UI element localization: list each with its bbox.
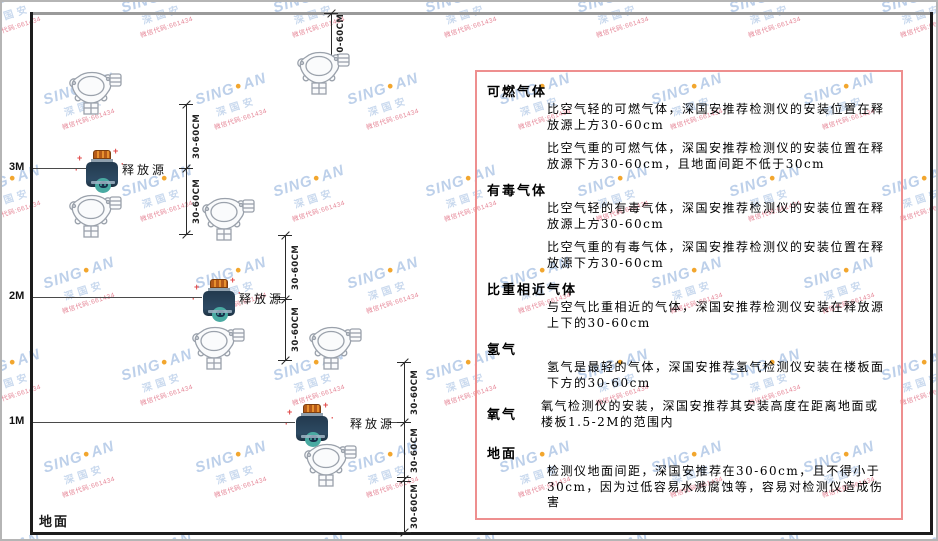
dimension-label: 30-60CM bbox=[291, 306, 301, 352]
panel-paragraph: 与空气比重相近的气体，深国安推荐检测仪安装在释放源上下的30-60cm bbox=[547, 300, 885, 330]
panel-section-heading: 氧气 bbox=[487, 408, 518, 423]
panel-section-heading: 比重相近气体 bbox=[487, 283, 578, 298]
connector-line bbox=[388, 422, 404, 423]
panel-section-heading: 有毒气体 bbox=[487, 184, 548, 199]
panel-section-heading: 地面 bbox=[487, 447, 518, 462]
panel-paragraph: 检测仪地面间距，深国安推荐在30-60cm，且不得小于30cm，因为过低容易水溅… bbox=[547, 464, 884, 509]
connector-line bbox=[272, 297, 285, 298]
release-source-label: 释放源 bbox=[239, 292, 285, 306]
ground-line bbox=[30, 532, 933, 535]
dimension-label: 30-60CM bbox=[410, 483, 420, 529]
ceiling-line bbox=[30, 12, 933, 15]
right-wall-line bbox=[930, 12, 933, 535]
panel-paragraph: 氢气是最轻的气体，深国安推荐氢气检测仪安装在楼板面下方的30-60cm bbox=[547, 360, 885, 390]
left-wall-line bbox=[30, 12, 33, 535]
panel-body: 可燃气体比空气轻的可燃气体，深国安推荐检测仪的安装位置在释放源上方30-60cm… bbox=[487, 81, 891, 511]
gas-detector-icon bbox=[190, 325, 246, 371]
panel-section: 比重相近气体与空气比重相近的气体，深国安推荐检测仪安装在释放源上下的30-60c… bbox=[487, 279, 891, 331]
panel-section: 地面检测仪地面间距，深国安推荐在30-60cm，且不得小于30cm，因为过低容易… bbox=[487, 443, 891, 511]
release-source-icon: + + · · bbox=[75, 147, 124, 193]
level-line-2m bbox=[33, 297, 202, 298]
level-line-3m bbox=[33, 168, 89, 169]
explanation-panel: 可燃气体比空气轻的可燃气体，深国安推荐检测仪的安装位置在释放源上方30-60cm… bbox=[475, 70, 903, 520]
panel-section: 可燃气体比空气轻的可燃气体，深国安推荐检测仪的安装位置在释放源上方30-60cm… bbox=[487, 81, 891, 172]
dimension-label: 30-60CM bbox=[291, 244, 301, 290]
release-source-icon: + + · · bbox=[192, 276, 241, 322]
gas-detector-icon bbox=[67, 70, 123, 116]
panel-paragraph: 比空气轻的可燃气体，深国安推荐检测仪的安装位置在释放源上方30-60cm bbox=[547, 102, 885, 132]
gas-detector-icon bbox=[295, 50, 351, 96]
release-source-icon: + + · · bbox=[285, 401, 334, 447]
dimension-label: 30-60CM bbox=[410, 369, 420, 415]
panel-paragraph: 比空气轻的有毒气体，深国安推荐检测仪的安装位置在释放源上方30-60cm bbox=[547, 201, 885, 231]
release-source-label: 释放源 bbox=[350, 417, 396, 431]
level-line-1m bbox=[33, 422, 295, 423]
gas-detector-icon bbox=[200, 196, 256, 242]
dimension-line bbox=[331, 13, 332, 59]
panel-paragraph: 比空气重的有毒气体，深国安推荐检测仪的安装位置在释放源下方30-60cm bbox=[547, 240, 885, 270]
level-label-2m: 2M bbox=[9, 290, 25, 302]
level-label-1m: 1M bbox=[9, 415, 25, 427]
panel-section: 氧气 氧气检测仪的安装，深国安推荐其安装高度在距离地面或楼板1.5-2M的范围内 bbox=[487, 399, 891, 438]
level-label-3m: 3M bbox=[9, 161, 25, 173]
panel-section-heading: 可燃气体 bbox=[487, 85, 548, 100]
tick-mark bbox=[397, 481, 411, 482]
dimension-label: 30-60CM bbox=[192, 113, 202, 159]
panel-section: 有毒气体比空气轻的有毒气体，深国安推荐检测仪的安装位置在释放源上方30-60cm… bbox=[487, 180, 891, 271]
dimension-line bbox=[404, 362, 405, 533]
panel-paragraph: 氧气检测仪的安装，深国安推荐其安装高度在距离地面或楼板1.5-2M的范围内 bbox=[541, 399, 879, 429]
release-source-label: 释放源 bbox=[122, 163, 168, 177]
ground-label: 地面 bbox=[39, 515, 70, 530]
gas-detector-icon bbox=[307, 325, 363, 371]
panel-section: 氢气氢气是最轻的气体，深国安推荐氢气检测仪安装在楼板面下方的30-60cm bbox=[487, 339, 891, 391]
gas-detector-icon bbox=[302, 442, 358, 488]
dimension-label: 30-60CM bbox=[410, 427, 420, 473]
panel-section-heading: 氢气 bbox=[487, 343, 518, 358]
gas-detector-icon bbox=[67, 193, 123, 239]
panel-paragraph: 比空气重的可燃气体，深国安推荐检测仪的安装位置在释放源下方30-60cm，且地面… bbox=[547, 141, 885, 171]
